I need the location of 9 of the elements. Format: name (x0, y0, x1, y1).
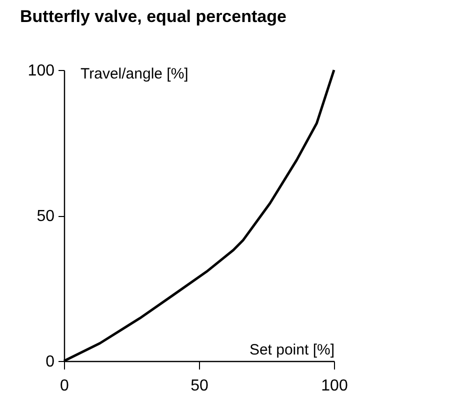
y-axis-title: Travel/angle [%] (80, 66, 188, 82)
x-tick-label: 0 (60, 378, 70, 394)
y-tick-label: 0 (46, 354, 55, 370)
chart-title: Butterfly valve, equal percentage (20, 7, 286, 26)
x-axis-title: Set point [%] (249, 342, 334, 358)
x-tick-label: 50 (190, 378, 208, 394)
x-tick-label: 100 (321, 378, 348, 394)
y-tick-label: 100 (28, 62, 55, 80)
y-tick-label: 50 (36, 208, 55, 225)
